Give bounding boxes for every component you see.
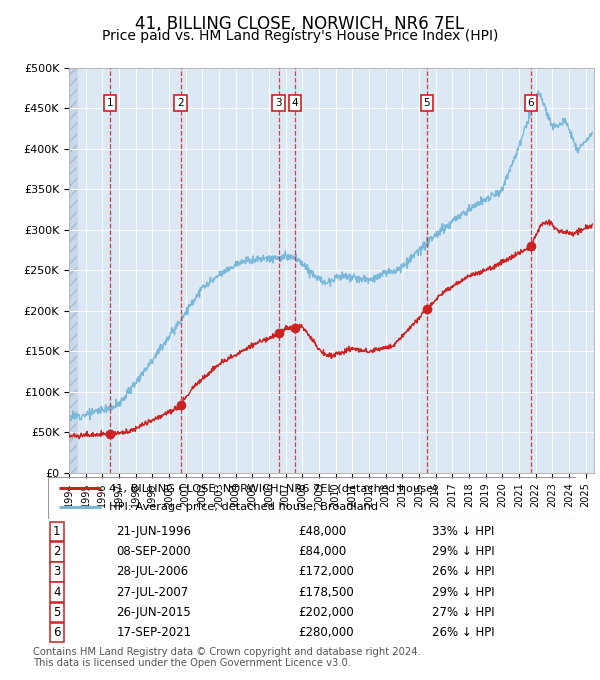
Text: Contains HM Land Registry data © Crown copyright and database right 2024.: Contains HM Land Registry data © Crown c…: [33, 647, 421, 658]
Text: 29% ↓ HPI: 29% ↓ HPI: [432, 585, 494, 598]
Text: 1: 1: [53, 525, 61, 538]
Text: £84,000: £84,000: [298, 545, 346, 558]
Text: HPI: Average price, detached house, Broadland: HPI: Average price, detached house, Broa…: [109, 503, 378, 513]
Text: 41, BILLING CLOSE, NORWICH, NR6 7EL: 41, BILLING CLOSE, NORWICH, NR6 7EL: [136, 15, 464, 33]
Text: 5: 5: [424, 98, 430, 108]
Text: £48,000: £48,000: [298, 525, 346, 538]
Text: 26% ↓ HPI: 26% ↓ HPI: [432, 626, 494, 639]
Text: 1: 1: [107, 98, 113, 108]
Text: 4: 4: [292, 98, 298, 108]
Text: 2: 2: [53, 545, 61, 558]
Text: 27-JUL-2007: 27-JUL-2007: [116, 585, 189, 598]
Text: 26% ↓ HPI: 26% ↓ HPI: [432, 566, 494, 579]
Text: 3: 3: [275, 98, 282, 108]
Text: £178,500: £178,500: [298, 585, 353, 598]
Text: £172,000: £172,000: [298, 566, 354, 579]
Text: 3: 3: [53, 566, 61, 579]
Text: 41, BILLING CLOSE, NORWICH, NR6 7EL (detached house): 41, BILLING CLOSE, NORWICH, NR6 7EL (det…: [109, 483, 437, 493]
Text: 6: 6: [527, 98, 535, 108]
Text: 6: 6: [53, 626, 61, 639]
Text: 17-SEP-2021: 17-SEP-2021: [116, 626, 191, 639]
Text: 08-SEP-2000: 08-SEP-2000: [116, 545, 191, 558]
Bar: [69, 68, 77, 473]
Text: 4: 4: [53, 585, 61, 598]
Text: 2: 2: [177, 98, 184, 108]
Text: 26-JUN-2015: 26-JUN-2015: [116, 606, 191, 619]
Text: This data is licensed under the Open Government Licence v3.0.: This data is licensed under the Open Gov…: [33, 658, 351, 668]
Text: £280,000: £280,000: [298, 626, 353, 639]
Text: 5: 5: [53, 606, 61, 619]
Text: £202,000: £202,000: [298, 606, 353, 619]
Text: 28-JUL-2006: 28-JUL-2006: [116, 566, 188, 579]
Text: 33% ↓ HPI: 33% ↓ HPI: [432, 525, 494, 538]
Text: 27% ↓ HPI: 27% ↓ HPI: [432, 606, 494, 619]
Bar: [69, 68, 77, 473]
Text: 21-JUN-1996: 21-JUN-1996: [116, 525, 191, 538]
Text: 29% ↓ HPI: 29% ↓ HPI: [432, 545, 494, 558]
Text: Price paid vs. HM Land Registry's House Price Index (HPI): Price paid vs. HM Land Registry's House …: [102, 29, 498, 43]
